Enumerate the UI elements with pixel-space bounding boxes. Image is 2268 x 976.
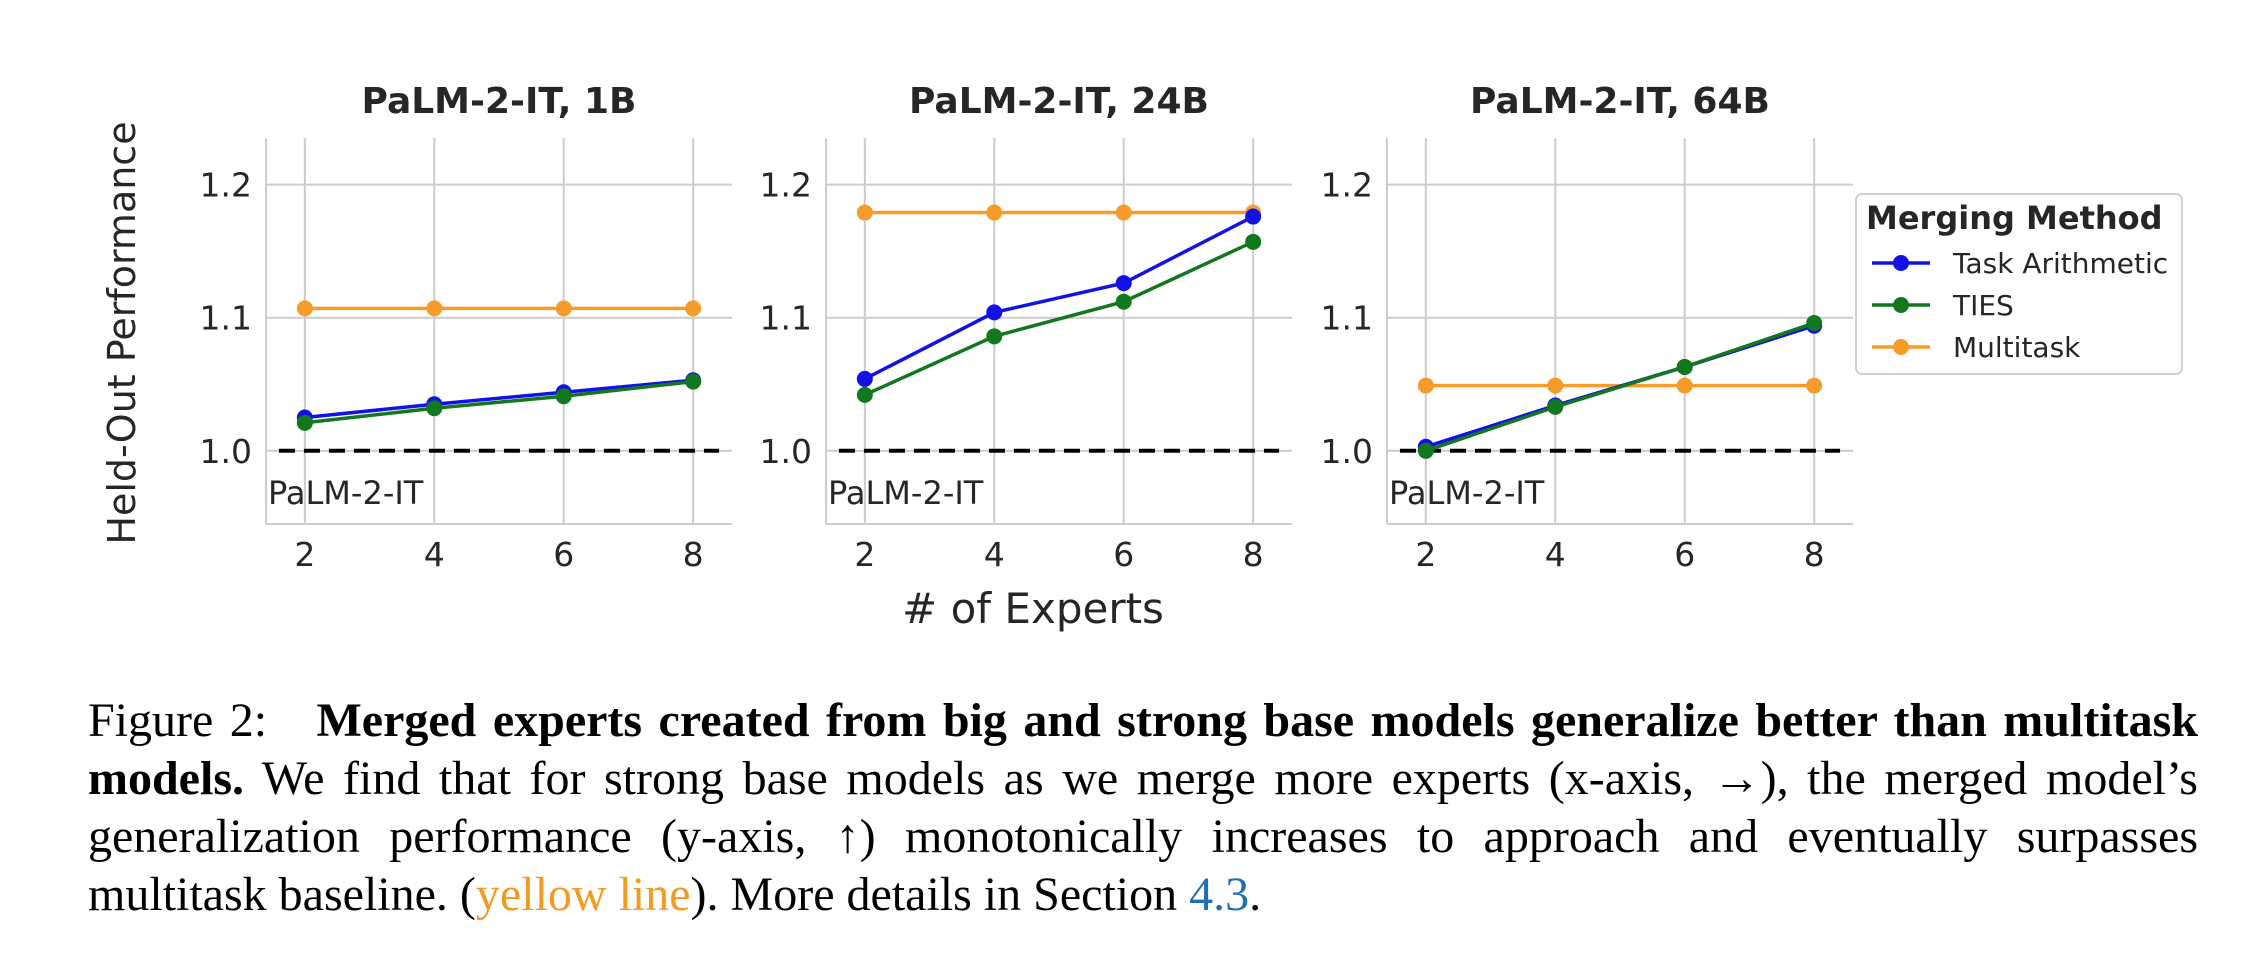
figure-caption: Figure 2: Merged experts created from bi… [88,692,2198,924]
data-point [555,300,572,317]
panel-title: PaLM-2-IT, 1B [362,81,637,122]
baseline-label: PaLM-2-IT [1389,474,1545,512]
x-tick-label: 8 [1243,535,1264,574]
data-point [1245,233,1262,250]
section-link[interactable]: 4.3 [1189,868,1250,921]
x-tick-label: 2 [854,535,875,574]
y-tick-label: 1.1 [1321,299,1373,338]
y-tick-label: 1.0 [200,432,252,471]
x-tick-label: 4 [984,535,1005,574]
legend-label: Multitask [1953,331,2081,364]
legend: Merging Method Task Arithmetic TIES Multit… [1855,193,2183,375]
data-point [986,204,1003,221]
legend-label: Task Arithmetic [1952,247,2168,280]
y-tick-label: 1.2 [760,166,812,205]
x-tick-label: 6 [1674,535,1695,574]
chart-panel-3: 1.0 1.1 1.2 2 4 6 8 PaLM-2-IT, 64B PaLM-2-IT [1321,81,1853,574]
data-point [685,373,702,390]
data-point [1245,208,1262,225]
caption-text-2: ). More details in Section [690,868,1190,921]
series-ties [1417,315,1823,459]
caption-highlight: yellow line [475,868,691,921]
x-tick-label: 2 [294,535,315,574]
y-tick-label: 1.2 [200,166,252,205]
baseline-label: PaLM-2-IT [268,474,424,512]
data-point [1676,377,1693,394]
series-ties [856,233,1262,403]
data-point [1417,377,1434,394]
legend-swatch-marker [1893,255,1909,271]
data-point [1115,204,1132,221]
x-tick-label: 2 [1415,535,1436,574]
data-point [1806,377,1823,394]
y-tick-label: 1.0 [1321,432,1373,471]
legend-swatch-marker [1893,297,1909,313]
x-tick-label: 4 [1545,535,1566,574]
data-point [296,300,313,317]
series-line [304,379,694,425]
figure-chart: Held-Out Performance # of Experts 1.0 1.1… [100,81,2183,633]
y-axis-label: Held-Out Performance [100,121,144,544]
caption-label: Figure 2: [88,694,268,747]
series-line [304,378,694,420]
panel-title: PaLM-2-IT, 64B [1470,81,1770,122]
legend-title: Merging Method [1866,199,2163,237]
series-ties [296,373,702,431]
data-point [426,300,443,317]
data-point [426,400,443,417]
y-tick-label: 1.1 [760,299,812,338]
legend-entries: Task Arithmetic TIES Multitask [1872,247,2168,364]
x-tick-label: 6 [1113,535,1134,574]
panel-title: PaLM-2-IT, 24B [909,81,1209,122]
x-axis-label: # of Experts [902,584,1164,633]
legend-entry: Multitask [1872,331,2081,364]
chart-panel-2: 1.0 1.1 1.2 2 4 6 8 PaLM-2-IT, 24B PaLM-2-IT [760,81,1292,574]
series-line [864,240,1254,397]
series-line [1425,321,1815,453]
data-point [1547,398,1564,415]
data-point [856,370,873,387]
data-point [986,328,1003,345]
data-point [296,414,313,431]
data-point [1806,315,1823,332]
legend-label: TIES [1952,289,2014,322]
series-line [864,214,1255,381]
data-point [555,388,572,405]
x-tick-label: 6 [553,535,574,574]
caption-text: We find that for strong base models as w… [88,752,2198,921]
baseline-label: PaLM-2-IT [828,474,984,512]
legend-box [1855,193,2183,375]
y-tick-label: 1.0 [760,432,812,471]
series-multitask [296,300,702,317]
y-tick-label: 1.2 [1321,166,1373,205]
data-point [1417,442,1434,459]
series-task-arithmetic [856,208,1262,387]
data-point [1115,293,1132,310]
x-tick-label: 8 [683,535,704,574]
series-multitask [856,204,1262,221]
data-point [1676,358,1693,375]
data-point [685,300,702,317]
data-point [856,204,873,221]
x-tick-label: 8 [1804,535,1825,574]
data-point [856,386,873,403]
data-point [986,304,1003,321]
caption-text-3: . [1249,868,1262,921]
legend-entry: TIES [1872,289,2014,322]
x-tick-label: 4 [424,535,445,574]
legend-entry: Task Arithmetic [1872,247,2168,280]
caption-bold-claim: Merged experts created from big and stro… [88,694,2199,805]
data-point [1115,275,1132,292]
y-tick-label: 1.1 [200,299,252,338]
chart-panel-1: 1.0 1.1 1.2 2 4 6 8 PaLM-2-IT, 1B PaLM-2-IT [200,81,732,574]
data-point [1547,377,1564,394]
legend-swatch-marker [1893,339,1909,355]
